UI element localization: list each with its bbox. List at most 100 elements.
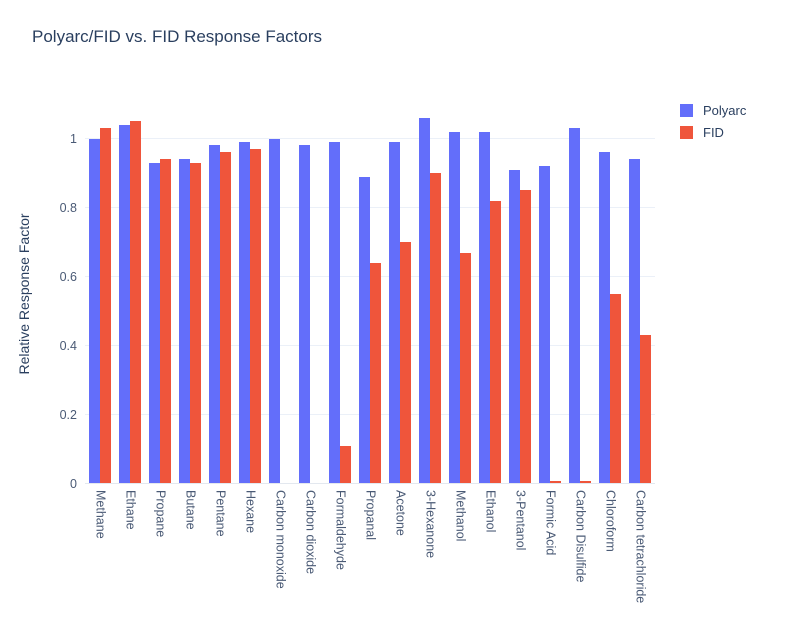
bar-group-acetone: [385, 104, 415, 484]
x-tick-cell-pentane: Pentane: [205, 490, 235, 637]
bar-fid-butane[interactable]: [190, 162, 201, 484]
bar-fid-chloroform[interactable]: [610, 294, 621, 484]
x-tick-cell-propanal: Propanal: [355, 490, 385, 637]
bar-group-hexane: [235, 104, 265, 484]
bar-fid-3-pentanol[interactable]: [520, 190, 531, 484]
y-tick-label-0: 0: [70, 477, 77, 491]
bar-polyarc-carbon-disulfide[interactable]: [569, 128, 580, 484]
legend-swatch-polyarc: [680, 104, 693, 117]
x-tick-cell-3-pentanol: 3-Pentanol: [505, 490, 535, 637]
bar-group-ethanol: [475, 104, 505, 484]
bar-fid-formic-acid[interactable]: [550, 480, 561, 484]
bar-polyarc-methane[interactable]: [89, 138, 100, 484]
bar-polyarc-methanol[interactable]: [449, 131, 460, 484]
bar-fid-pentane[interactable]: [220, 152, 231, 484]
bar-group-3-pentanol: [505, 104, 535, 484]
bar-polyarc-butane[interactable]: [179, 159, 190, 484]
x-tick-cell-propane: Propane: [145, 490, 175, 637]
x-tick-label-propane: Propane: [153, 490, 168, 538]
x-tick-label-carbon-monoxide: Carbon monoxide: [273, 490, 288, 589]
bar-fid-carbon-disulfide[interactable]: [580, 480, 591, 484]
bar-polyarc-chloroform[interactable]: [599, 152, 610, 484]
x-tick-label-carbon-dioxide: Carbon dioxide: [303, 490, 318, 575]
bar-group-propanal: [355, 104, 385, 484]
bar-group-carbon-monoxide: [265, 104, 295, 484]
bar-polyarc-acetone[interactable]: [389, 142, 400, 484]
x-tick-cell-methane: Methane: [85, 490, 115, 637]
x-tick-cell-ethanol: Ethanol: [475, 490, 505, 637]
bar-fid-methanol[interactable]: [460, 252, 471, 484]
bar-fid-formaldehyde[interactable]: [340, 446, 351, 484]
bar-polyarc-carbon-dioxide[interactable]: [299, 145, 310, 484]
x-tick-label-3-hexanone: 3-Hexanone: [423, 490, 438, 559]
bar-fid-methane[interactable]: [100, 128, 111, 484]
x-tick-cell-carbon-monoxide: Carbon monoxide: [265, 490, 295, 637]
bar-fid-propanal[interactable]: [370, 262, 381, 484]
bar-group-carbon-tetrachloride: [625, 104, 655, 484]
x-axis-zero-line: [85, 483, 655, 484]
bar-polyarc-carbon-tetrachloride[interactable]: [629, 159, 640, 484]
x-tick-label-chloroform: Chloroform: [603, 490, 618, 552]
y-tick-label-0.6: 0.6: [59, 269, 77, 284]
x-tick-cell-3-hexanone: 3-Hexanone: [415, 490, 445, 637]
x-tick-label-acetone: Acetone: [393, 490, 408, 536]
y-axis-title: Relative Response Factor: [16, 213, 32, 375]
x-tick-label-carbon-tetrachloride: Carbon tetrachloride: [633, 490, 648, 604]
x-tick-cell-chloroform: Chloroform: [595, 490, 625, 637]
bar-fid-ethanol[interactable]: [490, 200, 501, 484]
bar-polyarc-carbon-monoxide[interactable]: [269, 138, 280, 484]
bar-group-methanol: [445, 104, 475, 484]
bar-group-propane: [145, 104, 175, 484]
bar-fid-3-hexanone[interactable]: [430, 173, 441, 484]
legend-item-fid[interactable]: FID: [680, 125, 746, 140]
chart-title: Polyarc/FID vs. FID Response Factors: [32, 27, 323, 46]
x-tick-cell-methanol: Methanol: [445, 490, 475, 637]
bar-polyarc-formic-acid[interactable]: [539, 166, 550, 484]
bar-group-carbon-dioxide: [295, 104, 325, 484]
bar-polyarc-formaldehyde[interactable]: [329, 142, 340, 484]
bar-fid-hexane[interactable]: [250, 148, 261, 484]
legend-swatch-fid: [680, 126, 693, 139]
x-tick-label-hexane: Hexane: [243, 490, 258, 534]
gridline-0.8: [85, 206, 655, 208]
x-tick-label-formic-acid: Formic Acid: [543, 490, 558, 556]
bar-polyarc-propane[interactable]: [149, 162, 160, 484]
x-tick-cell-carbon-dioxide: Carbon dioxide: [295, 490, 325, 637]
gridline-1: [85, 137, 655, 139]
bar-fid-carbon-tetrachloride[interactable]: [640, 335, 651, 484]
x-tick-label-pentane: Pentane: [213, 490, 228, 537]
x-tick-cell-hexane: Hexane: [235, 490, 265, 637]
y-tick-label-0.4: 0.4: [59, 338, 77, 353]
bar-polyarc-3-pentanol[interactable]: [509, 169, 520, 484]
bar-polyarc-ethanol[interactable]: [479, 131, 490, 484]
bar-fid-propane[interactable]: [160, 159, 171, 484]
bar-polyarc-3-hexanone[interactable]: [419, 117, 430, 484]
bar-group-chloroform: [595, 104, 625, 484]
bar-polyarc-propanal[interactable]: [359, 176, 370, 484]
legend-label-polyarc: Polyarc: [703, 103, 747, 118]
x-tick-cell-formic-acid: Formic Acid: [535, 490, 565, 637]
bar-groups: [85, 104, 655, 484]
bar-group-butane: [175, 104, 205, 484]
bar-polyarc-pentane[interactable]: [209, 145, 220, 484]
bar-fid-acetone[interactable]: [400, 242, 411, 484]
bar-group-carbon-disulfide: [565, 104, 595, 484]
y-tick-label-0.2: 0.2: [59, 407, 77, 422]
x-tick-cell-ethane: Ethane: [115, 490, 145, 637]
plot-area: 0 0.2 0.4 0.6 0.8 1: [60, 104, 655, 491]
x-tick-cell-butane: Butane: [175, 490, 205, 637]
bar-group-ethane: [115, 104, 145, 484]
x-tick-label-butane: Butane: [183, 490, 198, 530]
bar-group-formaldehyde: [325, 104, 355, 484]
bar-polyarc-hexane[interactable]: [239, 142, 250, 484]
x-tick-label-carbon-disulfide: Carbon Disulfide: [573, 490, 588, 583]
legend-label-fid: FID: [703, 125, 724, 140]
bar-fid-ethane[interactable]: [130, 121, 141, 484]
bar-group-methane: [85, 104, 115, 484]
bar-group-3-hexanone: [415, 104, 445, 484]
bar-polyarc-ethane[interactable]: [119, 124, 130, 484]
y-tick-label-1: 1: [70, 131, 77, 146]
x-tick-label-3-pentanol: 3-Pentanol: [513, 490, 528, 551]
legend-item-polyarc[interactable]: Polyarc: [680, 103, 746, 118]
